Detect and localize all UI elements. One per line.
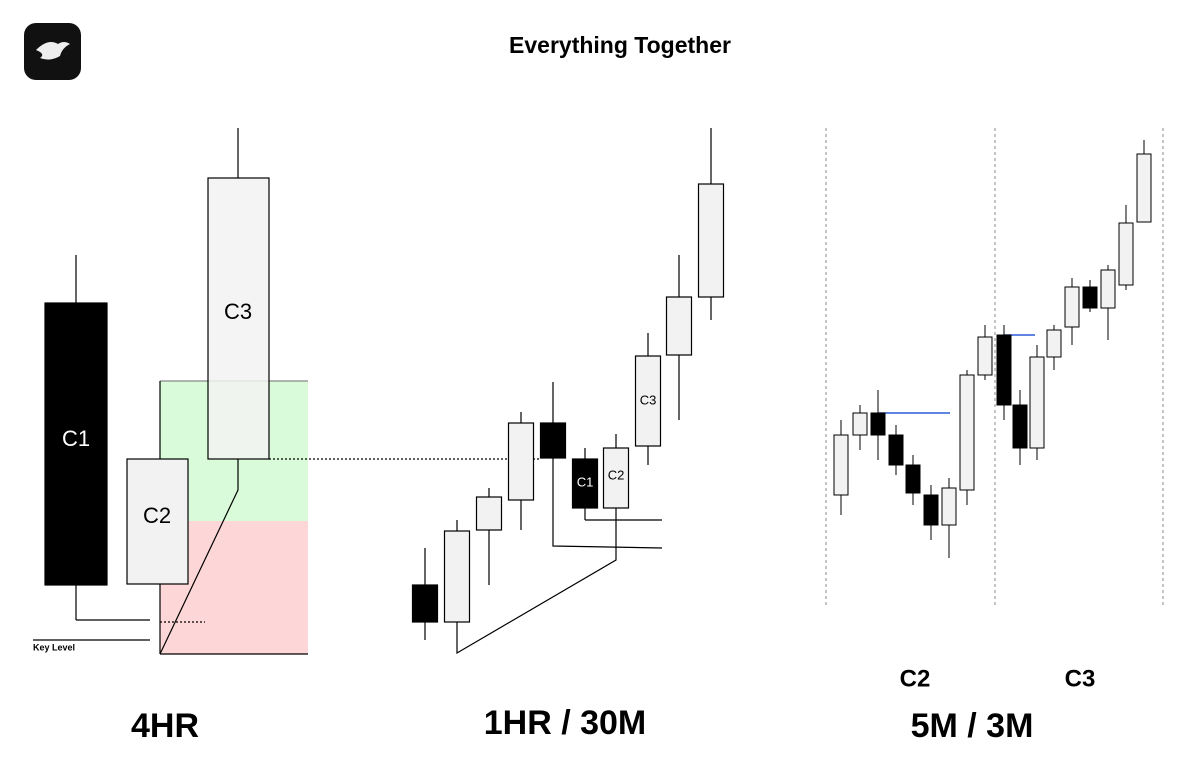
candle-label: C3 — [640, 392, 657, 407]
panel-4hr — [33, 128, 540, 655]
candle-label: C2 — [143, 503, 171, 528]
logo-bird — [36, 42, 70, 60]
title: Everything Together — [509, 32, 731, 58]
key-level: Key Level — [33, 642, 75, 652]
candle — [475, 496, 503, 531]
candle — [941, 487, 957, 526]
candle — [1029, 356, 1045, 449]
candle — [852, 412, 868, 436]
panel-label: 1HR / 30M — [484, 704, 647, 742]
candle — [1136, 153, 1152, 223]
candle-label: C2 — [608, 467, 625, 482]
candle — [870, 412, 886, 436]
candle — [443, 530, 471, 623]
candle — [905, 464, 921, 494]
candle — [411, 584, 439, 623]
candle — [1100, 269, 1116, 309]
panel-5m — [825, 128, 1164, 608]
candle — [507, 422, 535, 501]
panel-label: 4HR — [131, 707, 199, 745]
candle — [634, 355, 662, 447]
candle — [697, 183, 725, 298]
candle — [996, 334, 1012, 406]
candle — [1012, 404, 1028, 449]
candle-label: C3 — [224, 299, 252, 324]
candle — [1064, 286, 1080, 328]
candle — [888, 434, 904, 466]
candle — [923, 494, 939, 526]
candle-label: C1 — [62, 426, 90, 451]
candle — [1046, 329, 1062, 358]
section-label: C3 — [1065, 665, 1096, 692]
panel-1hr — [411, 128, 725, 655]
candle — [959, 374, 975, 491]
candle — [602, 447, 630, 509]
candle — [977, 336, 993, 376]
candle — [539, 422, 567, 459]
panel-label: 5M / 3M — [911, 707, 1034, 745]
candle — [1118, 222, 1134, 286]
candle — [665, 296, 693, 356]
candle-label: C1 — [577, 474, 594, 489]
candle — [833, 434, 849, 496]
candle — [1082, 286, 1098, 309]
candle — [571, 458, 599, 509]
section-label: C2 — [900, 665, 931, 692]
